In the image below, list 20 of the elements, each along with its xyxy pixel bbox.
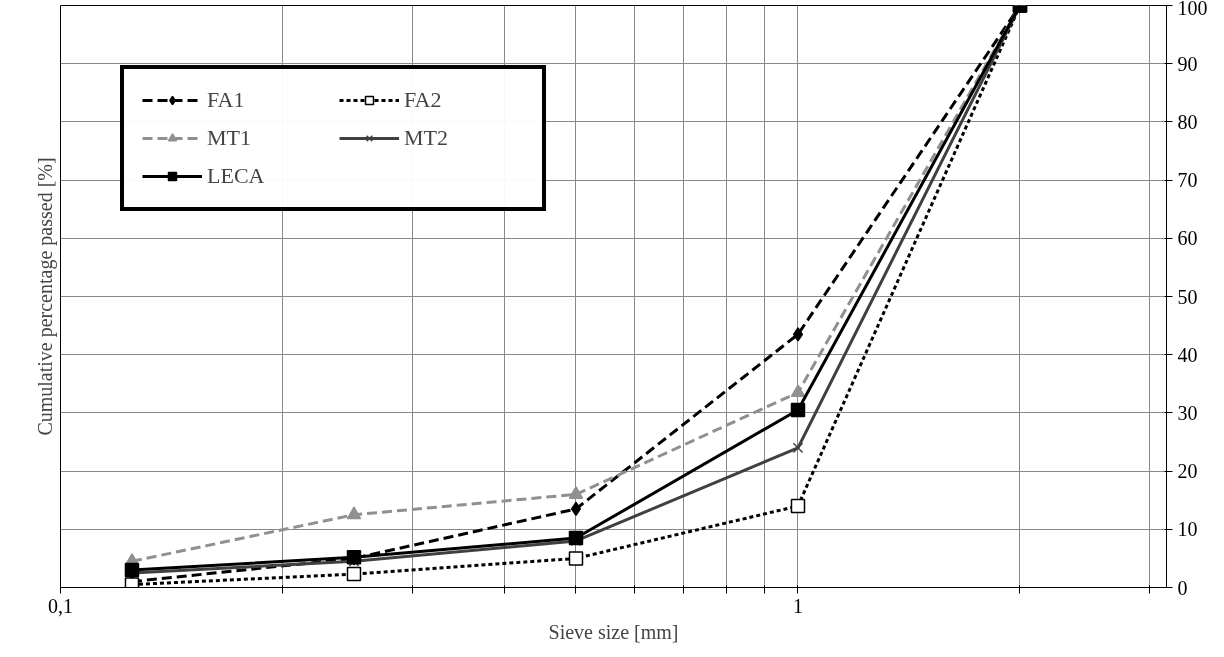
y-tick-label: 100 xyxy=(1177,0,1208,19)
y-tick-label: 20 xyxy=(1177,460,1198,483)
legend-label: MT1 xyxy=(207,125,252,151)
legend-label: FA2 xyxy=(404,87,443,113)
legend-label: MT2 xyxy=(404,125,449,151)
y-tick-label: 0 xyxy=(1177,576,1188,599)
legend-label: FA1 xyxy=(207,87,246,113)
y-tick-label: 70 xyxy=(1177,169,1198,192)
y-tick-label: 10 xyxy=(1177,518,1198,541)
y-tick-label: 50 xyxy=(1177,285,1198,308)
y-tick-label: 90 xyxy=(1177,52,1198,75)
legend-label: LECA xyxy=(207,163,266,189)
y-tick-label: 80 xyxy=(1177,110,1198,133)
y-axis-title: Cumulative percentage passed [%] xyxy=(33,157,57,436)
y-tick-label: 40 xyxy=(1177,343,1198,366)
x-axis-title: Sieve size [mm] xyxy=(548,620,679,643)
x-tick-label: 1 xyxy=(792,594,803,617)
y-tick-label: 60 xyxy=(1177,227,1198,250)
x-tick-label: 0,1 xyxy=(48,594,73,617)
y-tick-label: 30 xyxy=(1177,401,1198,424)
